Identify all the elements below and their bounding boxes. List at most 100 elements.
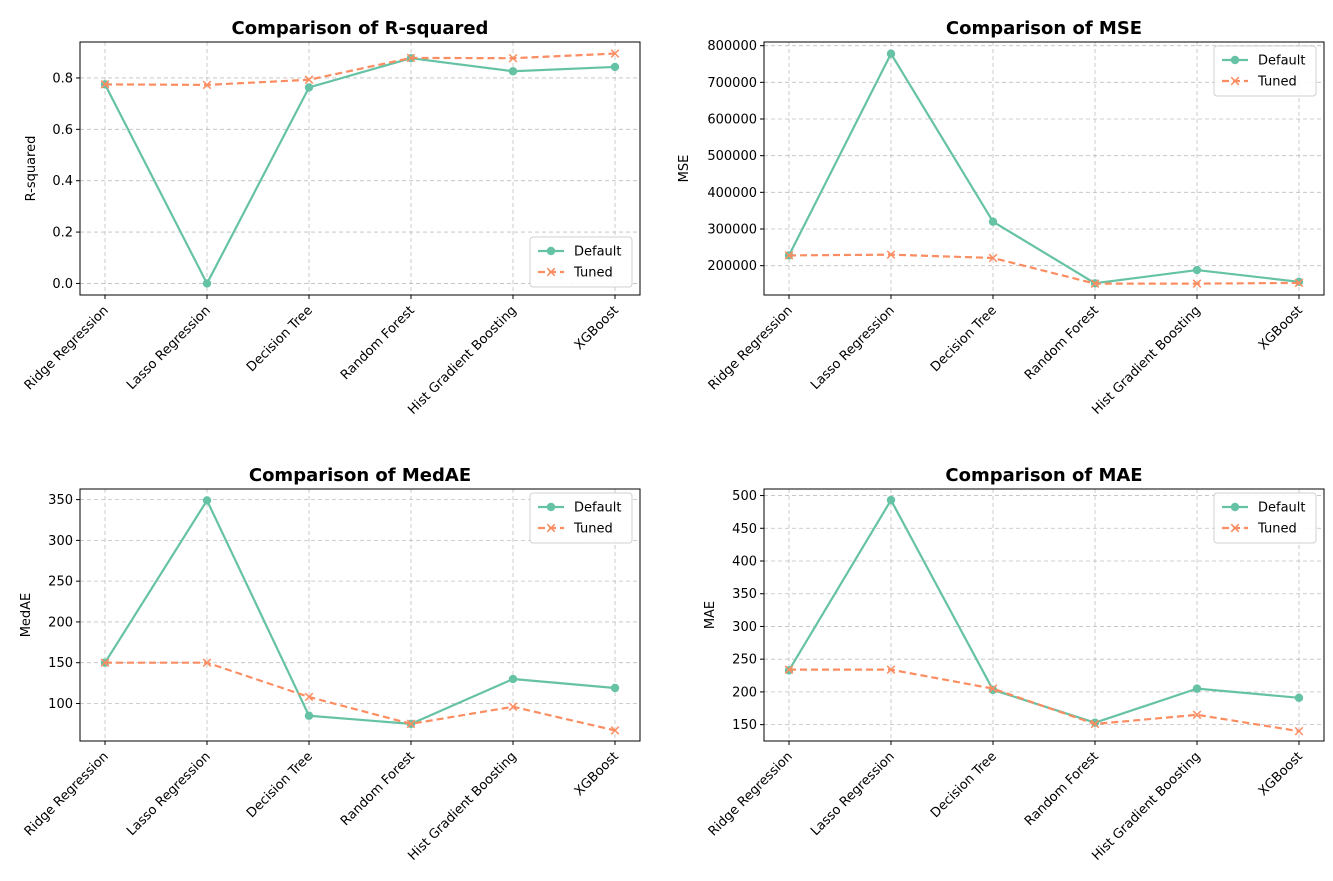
x-tick-label: Decision Tree bbox=[244, 303, 316, 375]
x-tick-label: XGBoost bbox=[1256, 749, 1306, 799]
y-axis-label: MSE bbox=[677, 155, 692, 183]
legend-tuned-marker bbox=[546, 267, 556, 277]
plot-frame bbox=[79, 488, 641, 742]
series-default-point bbox=[508, 67, 518, 76]
series-default-line bbox=[788, 52, 1300, 285]
y-tick-label: 500000 bbox=[707, 149, 757, 164]
y-tick-label: 0.0 bbox=[52, 277, 73, 292]
x-tick-label: Hist Gradient Boosting bbox=[1089, 749, 1203, 863]
series-tuned-point bbox=[1090, 279, 1100, 288]
series-tuned-line bbox=[105, 661, 616, 732]
series-tuned-point bbox=[100, 658, 110, 668]
x-tick-label: Lasso Regression bbox=[124, 749, 214, 839]
y-tick-label: 150 bbox=[732, 718, 757, 733]
y-tick-label: 0.6 bbox=[52, 123, 73, 138]
x-tick-label: Ridge Regression bbox=[22, 303, 112, 393]
series-default-point bbox=[202, 496, 212, 505]
x-tick-label: Lasso Regression bbox=[124, 303, 214, 393]
series-tuned-line bbox=[788, 253, 1300, 285]
legend-default-marker bbox=[546, 246, 556, 256]
series-tuned-point bbox=[508, 702, 518, 712]
series-tuned-point bbox=[1192, 279, 1202, 288]
legend-label: Tuned bbox=[1257, 75, 1297, 90]
x-tick-label: Ridge Regression bbox=[706, 303, 796, 393]
y-tick-label: 800000 bbox=[707, 39, 757, 54]
legend: Default Tuned bbox=[1213, 45, 1317, 97]
x-tick-label: Hist Gradient Boosting bbox=[1089, 303, 1203, 417]
series-tuned-point bbox=[610, 49, 620, 58]
x-tick-label: Random Forest bbox=[338, 303, 418, 383]
plot-frame bbox=[763, 488, 1325, 742]
chart-title: Comparison of MedAE bbox=[249, 465, 471, 486]
series-tuned-point bbox=[610, 726, 620, 735]
series-tuned-point bbox=[202, 658, 212, 668]
series-default-point bbox=[1192, 265, 1202, 275]
y-axis-label: MAE bbox=[703, 601, 718, 629]
series-default-point bbox=[1192, 684, 1202, 693]
y-tick-label: 250 bbox=[732, 653, 757, 668]
chart-title: Comparison of MSE bbox=[946, 18, 1142, 39]
series-default-point bbox=[508, 674, 518, 684]
x-tick-label: Random Forest bbox=[338, 749, 418, 829]
series-default-point bbox=[1090, 718, 1100, 727]
legend-tuned-marker bbox=[546, 523, 556, 533]
series-tuned-point bbox=[202, 80, 212, 90]
y-axis-label: MedAE bbox=[19, 593, 34, 638]
legend-default-marker bbox=[1230, 502, 1240, 512]
legend: Default Tuned bbox=[1213, 492, 1317, 544]
legend-label: Default bbox=[574, 245, 622, 260]
series-tuned-point bbox=[508, 53, 518, 63]
y-tick-label: 450 bbox=[732, 522, 757, 537]
legend-box bbox=[529, 236, 633, 288]
series-tuned-point bbox=[1192, 710, 1202, 720]
legend-label: Default bbox=[1258, 54, 1306, 69]
subplot-1: 0.0 0.2 0.4 0.6 0.8 Ridge Regression Lasso Reg… bbox=[22, 18, 641, 418]
y-tick-label: 250 bbox=[48, 575, 73, 590]
series-default-point bbox=[886, 49, 896, 58]
series-tuned-point bbox=[304, 692, 314, 702]
y-tick-label: 100 bbox=[48, 697, 73, 712]
legend-box bbox=[1213, 45, 1317, 97]
y-tick-label: 400 bbox=[732, 555, 757, 570]
series-default-point bbox=[886, 495, 896, 505]
x-tick-label: Decision Tree bbox=[244, 749, 316, 821]
series-tuned-point bbox=[784, 665, 794, 674]
y-tick-label: 0.2 bbox=[52, 226, 73, 241]
series-tuned-point bbox=[1294, 726, 1304, 736]
y-tick-label: 400000 bbox=[707, 186, 757, 201]
legend-label: Default bbox=[574, 501, 622, 516]
legend-label: Tuned bbox=[573, 266, 613, 281]
legend: Default Tuned bbox=[529, 492, 633, 544]
y-tick-label: 150 bbox=[48, 656, 73, 671]
plot-frame bbox=[763, 41, 1325, 296]
y-tick-label: 600000 bbox=[707, 113, 757, 128]
series-default-point bbox=[304, 711, 314, 720]
chart-title: Comparison of MAE bbox=[945, 465, 1142, 486]
y-tick-label: 0.8 bbox=[52, 71, 73, 86]
x-tick-label: Hist Gradient Boosting bbox=[405, 303, 519, 417]
legend: Default Tuned bbox=[529, 236, 633, 288]
x-tick-label: Ridge Regression bbox=[706, 749, 796, 839]
x-tick-label: Hist Gradient Boosting bbox=[405, 749, 519, 863]
series-tuned-line bbox=[104, 52, 616, 86]
legend-default-marker bbox=[1230, 55, 1240, 65]
series-tuned-point bbox=[886, 665, 896, 674]
x-tick-label: Random Forest bbox=[1022, 749, 1102, 829]
series-default-line bbox=[104, 499, 616, 725]
series-tuned-point bbox=[406, 53, 416, 63]
y-tick-label: 200 bbox=[732, 685, 757, 700]
legend-tuned-marker bbox=[1230, 76, 1240, 86]
series-tuned-point bbox=[406, 719, 416, 729]
series-tuned-point bbox=[886, 250, 896, 259]
legend-label: Tuned bbox=[1257, 522, 1297, 537]
series-tuned-point bbox=[100, 80, 110, 89]
x-tick-label: XGBoost bbox=[572, 303, 622, 353]
legend-tuned-marker bbox=[1230, 523, 1240, 533]
x-tick-label: XGBoost bbox=[572, 749, 622, 799]
subplot-2: 200000 300000 400000 500000 600000 700000 8000… bbox=[677, 18, 1325, 418]
y-tick-label: 300 bbox=[732, 620, 757, 635]
x-tick-label: Lasso Regression bbox=[808, 749, 898, 839]
y-tick-label: 350 bbox=[732, 587, 757, 602]
series-tuned-point bbox=[1294, 278, 1304, 288]
